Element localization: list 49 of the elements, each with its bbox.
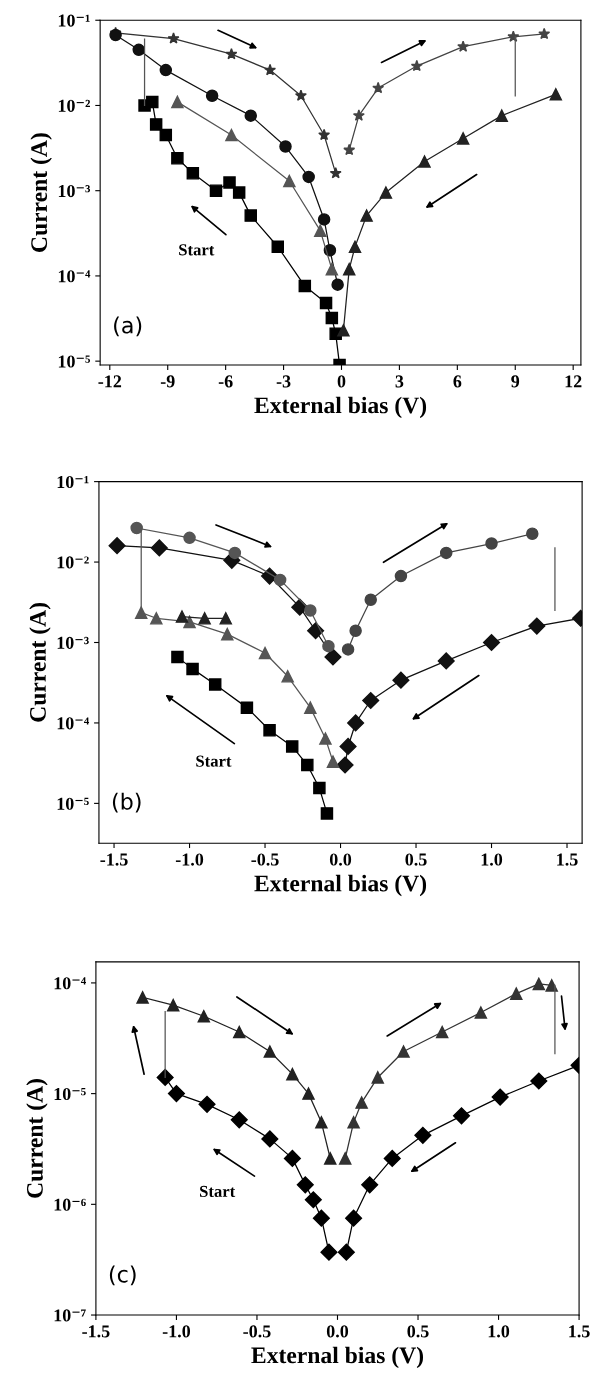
x-axis-title: External bias (V) <box>254 396 427 419</box>
x-tick-label: 0.0 <box>326 1325 349 1338</box>
y-tick-label: 10⁻⁴ <box>57 717 90 730</box>
y-tick-label: 10⁻² <box>58 99 91 112</box>
x-tick-label: -6 <box>218 375 233 388</box>
x-tick-label: 9 <box>511 375 520 388</box>
x-tick-label: -12 <box>98 375 122 388</box>
y-tick-label: 10⁻⁴ <box>54 977 87 990</box>
y-tick-label: 10⁻³ <box>58 184 91 198</box>
x-tick-label: 1.5 <box>557 853 578 866</box>
x-tick-label: -3 <box>276 375 291 388</box>
x-tick-label: -1.0 <box>162 1325 191 1338</box>
x-tick-label: -0.5 <box>243 1325 271 1338</box>
x-tick-label: 0.5 <box>407 1325 429 1338</box>
x-tick-label: 12 <box>565 375 582 388</box>
x-axis-title: External bias (V) <box>251 1346 424 1369</box>
y-tick-label: 10⁻¹ <box>57 475 89 489</box>
x-tick-label: 1.0 <box>481 853 503 866</box>
y-tick-label: 10⁻¹ <box>58 14 90 27</box>
annotation: (c) <box>109 1265 136 1286</box>
y-tick-label: 10⁻⁶ <box>54 1198 86 1211</box>
y-tick-label: 10⁻⁵ <box>58 355 91 368</box>
y-tick-label: 10⁻⁵ <box>57 797 89 810</box>
x-tick-label: -1.0 <box>175 853 204 866</box>
x-tick-label: 0 <box>337 375 346 388</box>
x-tick-label: -0.5 <box>251 853 279 866</box>
y-axis-title: Current (A) <box>30 133 52 252</box>
x-tick-label: 1.5 <box>569 1325 590 1338</box>
y-tick-label: 10⁻³ <box>57 636 89 649</box>
annotation: Start <box>179 244 215 256</box>
annotation: Start <box>200 1185 236 1197</box>
y-tick-label: 10⁻⁵ <box>54 1087 86 1101</box>
x-tick-label: 0.5 <box>405 853 427 866</box>
x-tick-label: -1.5 <box>100 853 128 866</box>
x-tick-label: 0.0 <box>329 853 352 866</box>
y-axis-title: Current (A) <box>26 1079 48 1198</box>
x-tick-label: -9 <box>160 375 175 388</box>
x-tick-label: 6 <box>453 375 462 388</box>
x-tick-label: 3 <box>395 375 404 388</box>
x-tick-label: -1.5 <box>82 1325 110 1338</box>
x-tick-label: 1.0 <box>488 1325 510 1338</box>
annotation: (b) <box>112 792 141 813</box>
y-tick-label: 10⁻⁴ <box>58 270 91 283</box>
annotation: (a) <box>114 316 142 337</box>
annotation: Start <box>196 755 232 767</box>
y-tick-label: 10⁻⁷ <box>54 1309 86 1322</box>
x-axis-title: External bias (V) <box>254 874 427 897</box>
y-axis-title: Current (A) <box>29 603 51 722</box>
y-tick-label: 10⁻² <box>57 556 89 569</box>
